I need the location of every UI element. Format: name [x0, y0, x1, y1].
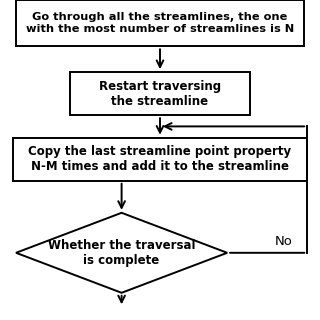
Text: Whether the traversal
is complete: Whether the traversal is complete	[48, 239, 195, 267]
Text: No: No	[274, 235, 292, 248]
Text: Copy the last streamline point property
N-M times and add it to the streamline: Copy the last streamline point property …	[28, 145, 292, 173]
FancyBboxPatch shape	[16, 0, 304, 46]
Text: Restart traversing
the streamline: Restart traversing the streamline	[99, 80, 221, 108]
FancyBboxPatch shape	[70, 72, 250, 115]
Text: Go through all the streamlines, the one
with the most number of streamlines is N: Go through all the streamlines, the one …	[26, 12, 294, 34]
FancyBboxPatch shape	[13, 138, 307, 181]
Polygon shape	[16, 213, 227, 293]
